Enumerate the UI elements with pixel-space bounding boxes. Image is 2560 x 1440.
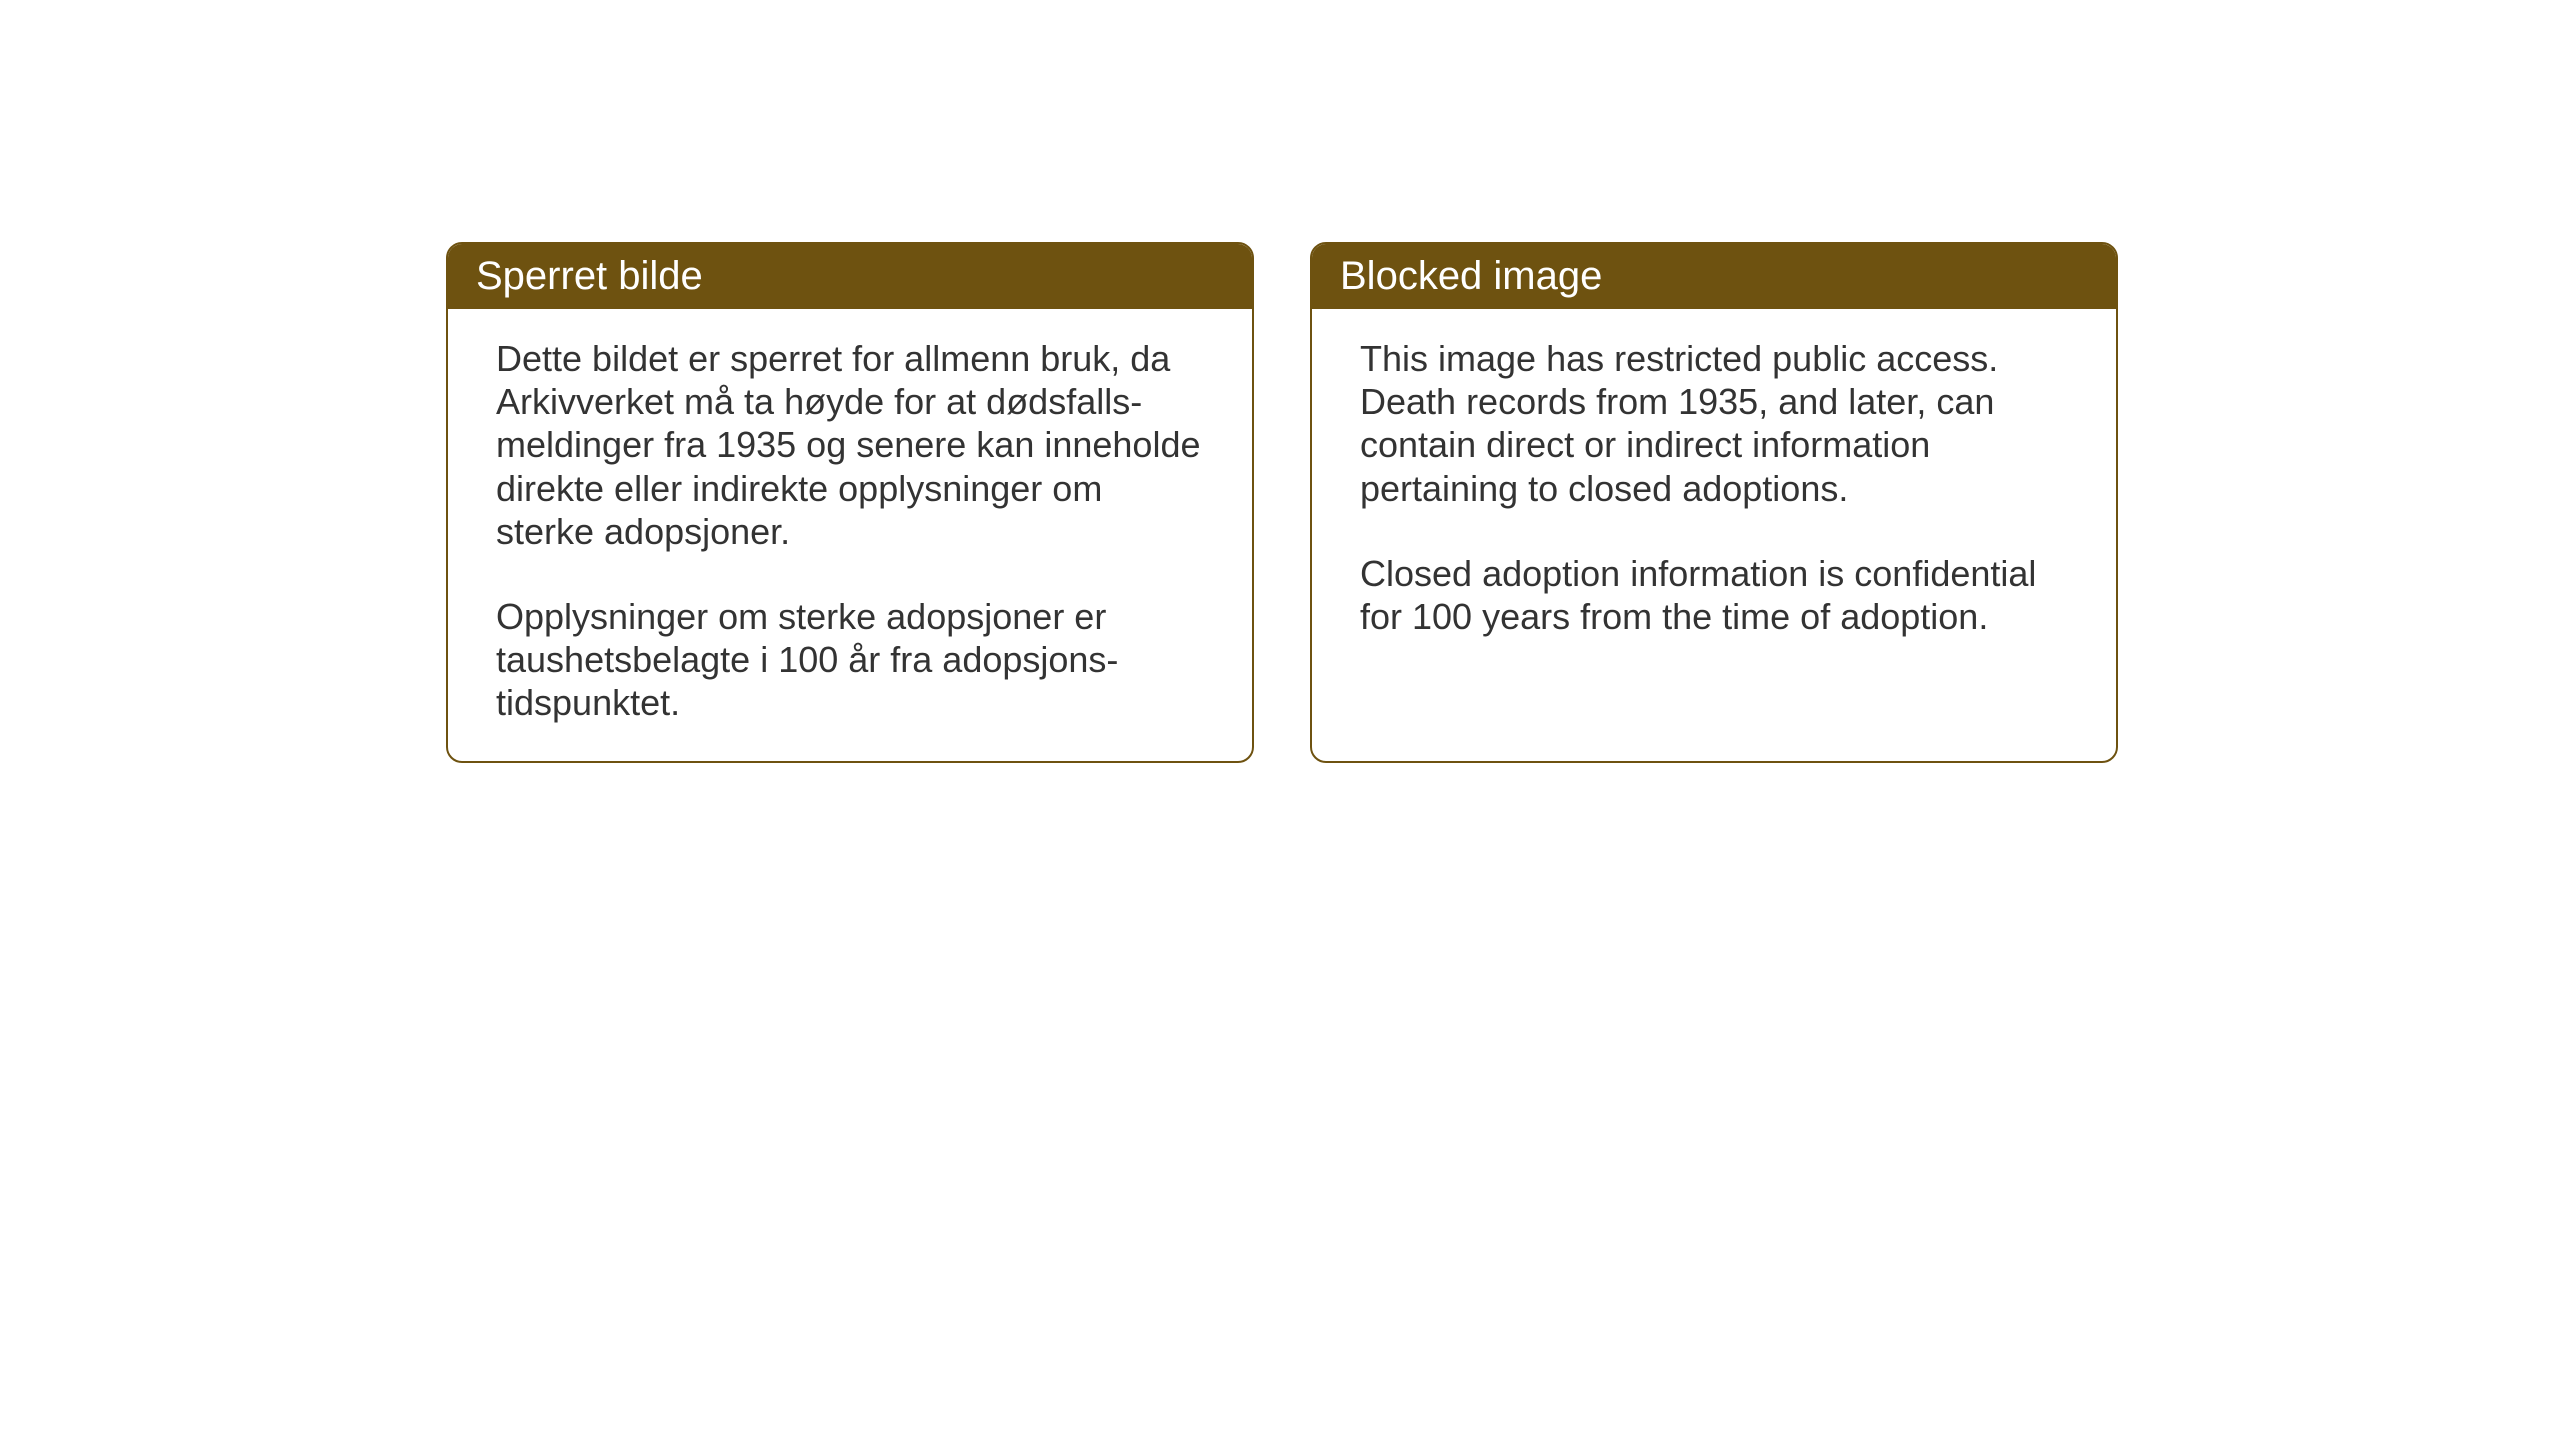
card-title-norwegian: Sperret bilde xyxy=(476,254,703,298)
card-paragraph-1-english: This image has restricted public access.… xyxy=(1360,337,2072,510)
card-paragraph-1-norwegian: Dette bildet er sperret for allmenn bruk… xyxy=(496,337,1208,553)
card-paragraph-2-norwegian: Opplysninger om sterke adopsjoner er tau… xyxy=(496,595,1208,725)
card-title-english: Blocked image xyxy=(1340,254,1602,298)
cards-container: Sperret bilde Dette bildet er sperret fo… xyxy=(446,242,2118,763)
card-header-english: Blocked image xyxy=(1312,244,2116,309)
card-paragraph-2-english: Closed adoption information is confident… xyxy=(1360,552,2072,638)
card-body-norwegian: Dette bildet er sperret for allmenn bruk… xyxy=(448,309,1252,761)
card-body-english: This image has restricted public access.… xyxy=(1312,309,2116,674)
card-norwegian: Sperret bilde Dette bildet er sperret fo… xyxy=(446,242,1254,763)
card-english: Blocked image This image has restricted … xyxy=(1310,242,2118,763)
card-header-norwegian: Sperret bilde xyxy=(448,244,1252,309)
